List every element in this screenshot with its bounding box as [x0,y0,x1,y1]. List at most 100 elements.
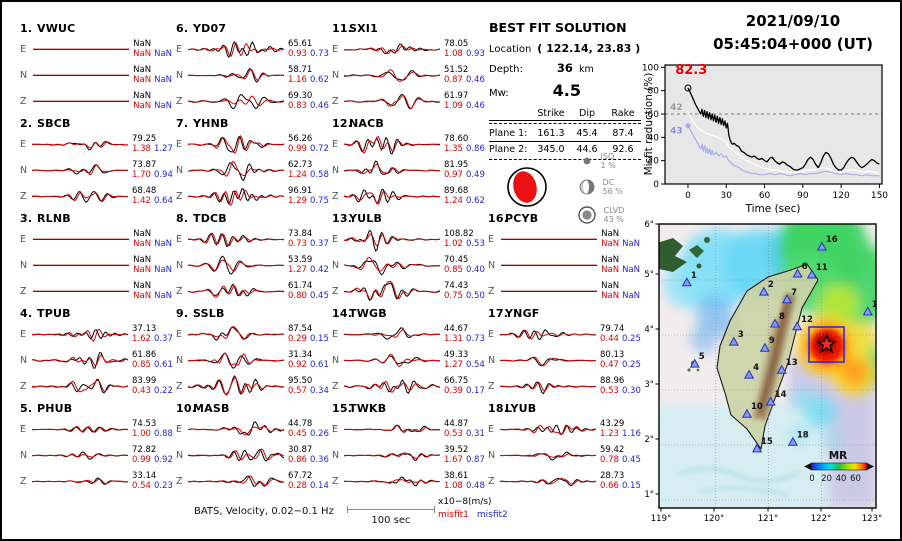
component-label: N [176,354,184,366]
scalebar-line [347,506,435,513]
location-value: ( 122.14, 23.83 ) [537,42,641,55]
misfit1-value: 0.80 [288,291,307,301]
amp-value: 65.61 [288,38,313,49]
amp-value: 39.52 [444,444,469,455]
misfit2-value: 0.15 [309,334,329,344]
component-label: N [176,69,184,81]
component-row: N 80.13 0.47 0.25 [488,347,641,373]
misfit2-value: 0.50 [465,291,485,301]
misfit1-value: 1.24 [444,196,463,206]
station-name: YULB [349,212,383,225]
station-name: LYUB [505,402,537,415]
amp-value: 68.48 [132,185,157,196]
plane1-row: Plane 1: 161.3 45.4 87.4 [489,126,641,142]
waveform-plot [187,41,285,58]
station-map-number: 8 [779,312,785,322]
misfit2-value: 0.45 [621,455,641,465]
svg-text:21°: 21° [645,490,654,500]
station-title: 6. YD07 [176,22,328,36]
station-number: 3. [20,212,33,225]
amp-value: 49.33 [444,349,469,360]
station-panel: 10.MASB E 44.78 0.45 0.26 N 30.87 0.86 0.36 … [176,402,329,494]
station-title: 7. YHNB [176,117,328,131]
component-label: N [176,259,184,271]
component-label: Z [176,190,183,202]
station-map-number: 6 [802,262,808,272]
svg-text:60: 60 [850,474,861,484]
waveform-values: 28.73 0.66 0.15 [600,471,641,491]
component-label: Z [332,475,339,487]
waveform-plot [32,451,129,460]
svg-text:60: 60 [648,110,660,120]
waveform-values: 83.99 0.43 0.22 [132,376,173,396]
amp-value: NaN [601,228,620,239]
waveform-values: 61.86 0.85 0.61 [132,350,173,370]
component-row: Z NaN NaN NaN [488,278,640,304]
station-triangle [741,408,753,418]
waveform-plot [33,74,130,76]
waveform-values: NaN NaN NaN [601,255,640,275]
component-row: N 62.73 1.24 0.58 [176,157,329,183]
component-row: N 58.71 1.16 0.62 [176,62,329,88]
misfit1-value: 0.78 [600,455,619,465]
misfit2-value: 0.40 [465,265,485,275]
station-title: 15.TWKB [332,402,484,416]
component-row: Z 89.68 1.24 0.62 [332,183,485,209]
misfit1-value: 1.24 [288,170,307,180]
station-triangle [758,286,769,296]
misfit1-legend: misfit1 [438,510,469,521]
waveform-values: 67.72 0.28 0.14 [288,471,329,491]
misfit2-value: NaN [622,265,640,275]
component-row: Z NaN NaN NaN [20,88,172,114]
misfit1-value: 1.38 [132,144,151,154]
amp-value: 89.68 [444,185,469,196]
misfit1-value: 0.44 [600,334,619,344]
component-row: Z 95.50 0.57 0.34 [176,373,329,399]
misfit1-value: 1.35 [444,144,463,154]
misfit-xlabel: Time (sec) [745,203,801,215]
component-row: Z 28.73 0.66 0.15 [488,468,641,494]
dashed-divider [489,123,641,124]
waveform-plot [501,238,598,240]
station-name: YD07 [193,22,227,35]
misfit1-value: 0.83 [288,101,307,111]
waveform-values: NaN NaN NaN [133,229,172,249]
waveform-plot [31,378,129,394]
station-panel: 14.TWGB E 44.67 1.31 0.73 N 49.33 1.27 0.54 … [332,307,485,399]
misfit2-value: 0.25 [621,334,641,344]
station-title: 14.TWGB [332,307,484,321]
component-row: N 70.45 0.85 0.40 [332,252,485,278]
station-map-number: 9 [769,336,775,346]
station-title: 16.PCYB [488,212,640,226]
station-map-number: 14 [775,390,787,400]
misfit1-value: NaN [133,265,152,275]
station-number: 9. [176,307,189,320]
waveform-plot [501,264,598,266]
waveform-values: NaN NaN NaN [133,39,172,59]
waveform-plot [188,475,285,488]
waveform-values: 61.74 0.80 0.45 [288,281,329,301]
station-number: 17. [488,307,509,320]
waveform-values: 53.59 1.27 0.42 [288,255,329,275]
station-triangle [681,277,692,287]
amp-value: 62.73 [288,159,313,170]
waveform-plot [343,256,441,276]
misfit1-value: NaN [133,291,152,301]
component-label: N [176,449,184,461]
station-title: 1. VWUC [20,22,172,36]
event-time: 05:45:04+000 (UT) [713,34,873,53]
svg-text:0: 0 [809,474,814,484]
amp-value: 73.87 [132,159,157,170]
plane2-rake: 92.6 [612,144,634,155]
plane1-dip: 45.4 [576,128,598,139]
waveform-values: 108.82 1.02 0.53 [444,229,485,249]
waveform-values: 58.71 1.16 0.62 [288,65,329,85]
station-panel: 11.SXI1 E 78.05 1.08 0.93 N 51.52 0.87 0.46 … [332,22,485,114]
svg-text:120: 120 [833,191,850,201]
station-map-number: 5 [699,352,705,362]
station-number: 10. [176,402,197,415]
misfit1-value: 0.85 [444,265,463,275]
misfit1-value: 1.08 [444,481,463,491]
component-row: E NaN NaN NaN [488,226,640,252]
